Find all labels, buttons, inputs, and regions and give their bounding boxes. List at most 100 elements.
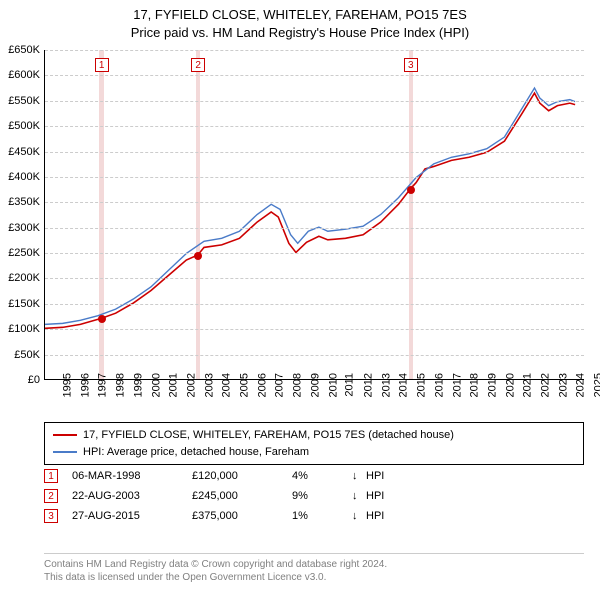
series-price_paid <box>45 93 575 328</box>
gridline <box>45 126 584 127</box>
footer-line-2: This data is licensed under the Open Gov… <box>44 571 584 584</box>
footer-line-1: Contains HM Land Registry data © Crown c… <box>44 558 584 571</box>
x-tick-label: 2005 <box>239 373 251 397</box>
x-tick-label: 2004 <box>221 373 233 397</box>
sale-vs: HPI <box>366 490 406 502</box>
legend-swatch-hpi <box>53 451 77 453</box>
x-tick-label: 2023 <box>557 373 569 397</box>
x-tick-label: 2009 <box>309 373 321 397</box>
x-tick-label: 2010 <box>327 373 339 397</box>
sale-price: £375,000 <box>192 510 292 522</box>
gridline <box>45 278 584 279</box>
gridline <box>45 101 584 102</box>
y-tick-label: £550K <box>0 95 40 107</box>
footer-attribution: Contains HM Land Registry data © Crown c… <box>44 553 584 584</box>
x-tick-label: 1997 <box>97 373 109 397</box>
x-tick-label: 2012 <box>362 373 374 397</box>
gridline <box>45 177 584 178</box>
gridline <box>45 202 584 203</box>
x-tick-label: 2024 <box>575 373 587 397</box>
y-tick-label: £300K <box>0 222 40 234</box>
x-tick-label: 2017 <box>451 373 463 397</box>
table-row: 1 06-MAR-1998 £120,000 4% ↓ HPI <box>44 466 584 486</box>
x-tick-label: 2019 <box>486 373 498 397</box>
sale-marker-on-chart: 3 <box>404 58 418 72</box>
series-hpi <box>45 88 575 324</box>
sale-date: 06-MAR-1998 <box>72 470 192 482</box>
x-tick-label: 1998 <box>115 373 127 397</box>
legend-row-hpi: HPI: Average price, detached house, Fare… <box>53 444 575 461</box>
legend: 17, FYFIELD CLOSE, WHITELEY, FAREHAM, PO… <box>44 422 584 465</box>
table-row: 3 27-AUG-2015 £375,000 1% ↓ HPI <box>44 506 584 526</box>
down-arrow-icon: ↓ <box>352 470 366 482</box>
y-tick-label: £150K <box>0 298 40 310</box>
plot-box: £0£50K£100K£150K£200K£250K£300K£350K£400… <box>44 50 584 380</box>
x-tick-label: 2018 <box>469 373 481 397</box>
x-tick-label: 2011 <box>344 373 356 397</box>
legend-label-price-paid: 17, FYFIELD CLOSE, WHITELEY, FAREHAM, PO… <box>83 427 454 444</box>
gridline <box>45 75 584 76</box>
x-tick-label: 2025 <box>593 373 600 397</box>
x-tick-label: 2015 <box>416 373 428 397</box>
y-tick-label: £0 <box>0 374 40 386</box>
x-tick-label: 2020 <box>504 373 516 397</box>
y-tick-label: £650K <box>0 44 40 56</box>
down-arrow-icon: ↓ <box>352 510 366 522</box>
x-tick-label: 1999 <box>132 373 144 397</box>
y-tick-label: £600K <box>0 69 40 81</box>
sale-vs: HPI <box>366 470 406 482</box>
sale-marker-1: 1 <box>44 469 58 483</box>
y-tick-label: £50K <box>0 349 40 361</box>
x-tick-label: 2008 <box>292 373 304 397</box>
sale-dot <box>194 252 202 260</box>
legend-swatch-price-paid <box>53 434 77 436</box>
sale-delta: 4% <box>292 470 352 482</box>
sale-dot <box>407 186 415 194</box>
gridline <box>45 152 584 153</box>
sale-marker-3: 3 <box>44 509 58 523</box>
title-subtitle: Price paid vs. HM Land Registry's House … <box>0 24 600 42</box>
y-tick-label: £250K <box>0 247 40 259</box>
x-tick-label: 2006 <box>256 373 268 397</box>
gridline <box>45 50 584 51</box>
down-arrow-icon: ↓ <box>352 490 366 502</box>
legend-label-hpi: HPI: Average price, detached house, Fare… <box>83 444 309 461</box>
sale-date: 22-AUG-2003 <box>72 490 192 502</box>
gridline <box>45 355 584 356</box>
gridline <box>45 228 584 229</box>
x-tick-label: 2007 <box>274 373 286 397</box>
sale-price: £245,000 <box>192 490 292 502</box>
x-tick-label: 2016 <box>433 373 445 397</box>
x-tick-label: 2001 <box>168 373 180 397</box>
x-tick-label: 2014 <box>398 373 410 397</box>
sale-price: £120,000 <box>192 470 292 482</box>
x-tick-label: 2003 <box>203 373 215 397</box>
table-row: 2 22-AUG-2003 £245,000 9% ↓ HPI <box>44 486 584 506</box>
gridline <box>45 253 584 254</box>
sale-marker-on-chart: 1 <box>95 58 109 72</box>
sale-vs: HPI <box>366 510 406 522</box>
x-tick-label: 1996 <box>79 373 91 397</box>
x-tick-label: 2022 <box>540 373 552 397</box>
y-tick-label: £400K <box>0 171 40 183</box>
sale-marker-2: 2 <box>44 489 58 503</box>
y-tick-label: £100K <box>0 323 40 335</box>
x-tick-label: 1995 <box>61 373 73 397</box>
sale-dot <box>98 315 106 323</box>
gridline <box>45 304 584 305</box>
gridline <box>45 329 584 330</box>
sale-delta: 1% <box>292 510 352 522</box>
y-tick-label: £200K <box>0 272 40 284</box>
y-tick-label: £350K <box>0 196 40 208</box>
title-address: 17, FYFIELD CLOSE, WHITELEY, FAREHAM, PO… <box>0 6 600 24</box>
chart-container: 17, FYFIELD CLOSE, WHITELEY, FAREHAM, PO… <box>0 0 600 590</box>
x-tick-label: 2000 <box>150 373 162 397</box>
title-block: 17, FYFIELD CLOSE, WHITELEY, FAREHAM, PO… <box>0 0 600 42</box>
y-tick-label: £500K <box>0 120 40 132</box>
sale-delta: 9% <box>292 490 352 502</box>
y-tick-label: £450K <box>0 146 40 158</box>
sales-table: 1 06-MAR-1998 £120,000 4% ↓ HPI 2 22-AUG… <box>44 466 584 526</box>
sale-date: 27-AUG-2015 <box>72 510 192 522</box>
sale-marker-on-chart: 2 <box>191 58 205 72</box>
plot-area: £0£50K£100K£150K£200K£250K£300K£350K£400… <box>44 50 584 380</box>
